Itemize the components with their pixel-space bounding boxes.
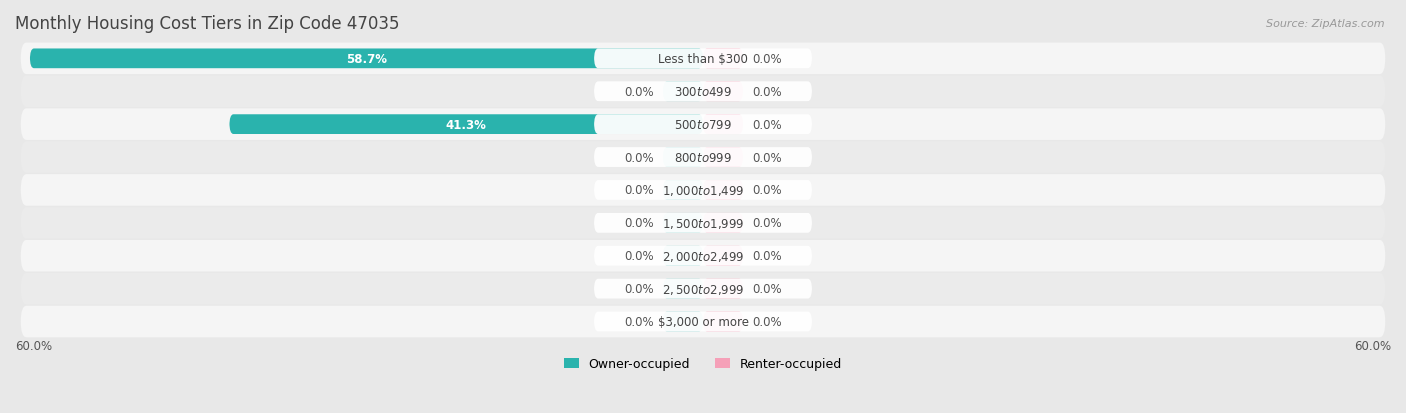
Text: 0.0%: 0.0% bbox=[752, 53, 782, 66]
FancyBboxPatch shape bbox=[703, 49, 744, 69]
Text: $800 to $999: $800 to $999 bbox=[673, 151, 733, 164]
Legend: Owner-occupied, Renter-occupied: Owner-occupied, Renter-occupied bbox=[564, 357, 842, 370]
Text: 58.7%: 58.7% bbox=[346, 53, 387, 66]
Text: 60.0%: 60.0% bbox=[1354, 339, 1391, 352]
FancyBboxPatch shape bbox=[21, 306, 1385, 337]
Text: 0.0%: 0.0% bbox=[624, 249, 654, 263]
FancyBboxPatch shape bbox=[595, 49, 811, 69]
FancyBboxPatch shape bbox=[595, 279, 811, 299]
FancyBboxPatch shape bbox=[595, 180, 811, 200]
Text: $1,500 to $1,999: $1,500 to $1,999 bbox=[662, 216, 744, 230]
Text: 0.0%: 0.0% bbox=[752, 184, 782, 197]
Text: 0.0%: 0.0% bbox=[624, 85, 654, 98]
FancyBboxPatch shape bbox=[703, 312, 744, 332]
FancyBboxPatch shape bbox=[662, 312, 703, 332]
FancyBboxPatch shape bbox=[703, 246, 744, 266]
FancyBboxPatch shape bbox=[229, 115, 703, 135]
Text: 0.0%: 0.0% bbox=[624, 217, 654, 230]
Text: $300 to $499: $300 to $499 bbox=[673, 85, 733, 98]
Text: 0.0%: 0.0% bbox=[624, 151, 654, 164]
FancyBboxPatch shape bbox=[662, 82, 703, 102]
FancyBboxPatch shape bbox=[595, 148, 811, 168]
FancyBboxPatch shape bbox=[662, 246, 703, 266]
FancyBboxPatch shape bbox=[662, 148, 703, 168]
FancyBboxPatch shape bbox=[595, 115, 811, 135]
FancyBboxPatch shape bbox=[595, 82, 811, 102]
FancyBboxPatch shape bbox=[662, 180, 703, 200]
FancyBboxPatch shape bbox=[30, 49, 703, 69]
Text: $2,500 to $2,999: $2,500 to $2,999 bbox=[662, 282, 744, 296]
FancyBboxPatch shape bbox=[595, 214, 811, 233]
Text: $2,000 to $2,499: $2,000 to $2,499 bbox=[662, 249, 744, 263]
FancyBboxPatch shape bbox=[703, 115, 744, 135]
FancyBboxPatch shape bbox=[662, 279, 703, 299]
FancyBboxPatch shape bbox=[21, 175, 1385, 206]
Text: 0.0%: 0.0% bbox=[752, 119, 782, 131]
FancyBboxPatch shape bbox=[703, 180, 744, 200]
FancyBboxPatch shape bbox=[703, 214, 744, 233]
Text: $1,000 to $1,499: $1,000 to $1,499 bbox=[662, 183, 744, 197]
Text: 60.0%: 60.0% bbox=[15, 339, 52, 352]
FancyBboxPatch shape bbox=[21, 142, 1385, 173]
Text: Source: ZipAtlas.com: Source: ZipAtlas.com bbox=[1267, 19, 1385, 28]
FancyBboxPatch shape bbox=[703, 82, 744, 102]
FancyBboxPatch shape bbox=[662, 214, 703, 233]
Text: 0.0%: 0.0% bbox=[624, 282, 654, 295]
FancyBboxPatch shape bbox=[21, 208, 1385, 239]
Text: 0.0%: 0.0% bbox=[752, 85, 782, 98]
Text: 0.0%: 0.0% bbox=[752, 249, 782, 263]
Text: 0.0%: 0.0% bbox=[752, 151, 782, 164]
Text: 0.0%: 0.0% bbox=[624, 184, 654, 197]
FancyBboxPatch shape bbox=[21, 240, 1385, 272]
FancyBboxPatch shape bbox=[21, 43, 1385, 75]
Text: 0.0%: 0.0% bbox=[752, 315, 782, 328]
Text: $3,000 or more: $3,000 or more bbox=[658, 315, 748, 328]
FancyBboxPatch shape bbox=[703, 148, 744, 168]
FancyBboxPatch shape bbox=[21, 273, 1385, 305]
Text: $500 to $799: $500 to $799 bbox=[673, 119, 733, 131]
Text: 0.0%: 0.0% bbox=[752, 282, 782, 295]
Text: Monthly Housing Cost Tiers in Zip Code 47035: Monthly Housing Cost Tiers in Zip Code 4… bbox=[15, 15, 399, 33]
FancyBboxPatch shape bbox=[595, 246, 811, 266]
Text: 0.0%: 0.0% bbox=[752, 217, 782, 230]
Text: Less than $300: Less than $300 bbox=[658, 53, 748, 66]
FancyBboxPatch shape bbox=[21, 76, 1385, 108]
FancyBboxPatch shape bbox=[21, 109, 1385, 140]
Text: 41.3%: 41.3% bbox=[446, 119, 486, 131]
FancyBboxPatch shape bbox=[703, 279, 744, 299]
Text: 0.0%: 0.0% bbox=[624, 315, 654, 328]
FancyBboxPatch shape bbox=[595, 312, 811, 332]
